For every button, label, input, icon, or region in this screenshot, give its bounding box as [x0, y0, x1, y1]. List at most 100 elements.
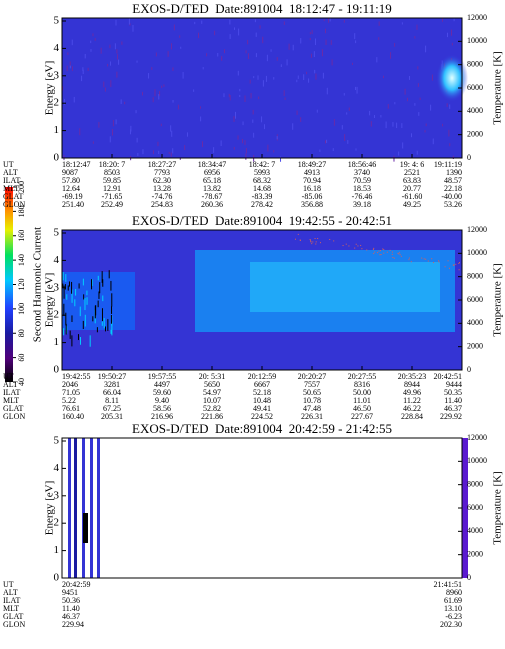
- spectrogram-noise: [325, 39, 327, 45]
- spectrogram-noise: [221, 55, 223, 61]
- ephemeris-value: 18.53: [353, 184, 371, 193]
- spectrogram-noise: [71, 281, 73, 294]
- y-tick-label: 0: [54, 364, 60, 376]
- colorbar-tick-label: 60: [17, 354, 26, 362]
- y-tick-label: 4: [54, 462, 60, 474]
- spectrogram-noise: [309, 37, 311, 41]
- spectrogram-noise: [300, 117, 302, 123]
- ephemeris-value: 9444: [446, 380, 462, 389]
- spectrogram-noise: [404, 88, 406, 95]
- spectrogram-noise: [401, 123, 403, 128]
- spectrogram-noise: [252, 109, 254, 115]
- ephemeris-value: 46.37: [444, 404, 462, 413]
- spectrogram-noise: [223, 93, 225, 98]
- spectrogram-noise: [314, 69, 316, 74]
- colorbar: [5, 187, 13, 382]
- spectrogram-noise: [425, 258, 427, 260]
- spectrogram-noise: [161, 85, 163, 88]
- spectrogram-noise: [431, 258, 433, 260]
- y-tick-label: 3: [54, 69, 60, 81]
- spectrogram-noise: [194, 21, 196, 25]
- spectrogram-noise: [109, 61, 111, 66]
- panel-title: EXOS-D/TED Date:891004 19:42:55 - 20:42:…: [132, 213, 392, 228]
- spectrogram-noise: [342, 245, 344, 247]
- spectrogram-noise: [257, 75, 259, 80]
- spectrogram-noise: [67, 285, 69, 291]
- ephemeris-value: -76.46: [352, 192, 373, 201]
- ephemeris-value: 71.05: [62, 388, 80, 397]
- colorbar-tick-label: 120: [17, 279, 26, 291]
- spectrogram-noise: [67, 52, 69, 55]
- spectrogram-noise: [324, 28, 326, 34]
- spectrogram-noise: [84, 314, 86, 327]
- spectrogram-noise: [92, 33, 94, 37]
- spectrogram-noise: [179, 35, 181, 38]
- spectrogram-noise: [71, 315, 73, 323]
- ephemeris-value: 6956: [204, 168, 220, 177]
- spectrogram-noise: [455, 263, 457, 265]
- spectrogram-noise: [117, 54, 119, 60]
- ephemeris-label: GLON: [3, 620, 25, 629]
- spectrogram-noise: [264, 124, 266, 130]
- spectrogram-noise: [374, 251, 376, 253]
- ephemeris-value: 14.68: [253, 184, 271, 193]
- spectrogram-noise: [392, 122, 394, 127]
- spectrogram-noise: [311, 30, 313, 35]
- spectrogram-noise: [233, 146, 235, 150]
- spectrogram-noise: [202, 67, 204, 70]
- spectrogram-spike: [74, 438, 77, 578]
- y-tick-label: 0: [54, 572, 60, 584]
- spectrogram-noise: [446, 103, 448, 107]
- spectrogram-noise: [171, 130, 173, 137]
- ephemeris-value: 50.35: [444, 388, 462, 397]
- spectrogram-noise: [312, 241, 314, 243]
- spectrogram-noise: [121, 41, 123, 45]
- spectrogram-noise: [124, 101, 126, 105]
- ephemeris-value: 19:11:19: [434, 160, 462, 169]
- y2-tick-label: 4000: [467, 318, 483, 327]
- spectrogram-noise: [115, 19, 117, 26]
- spectrogram-noise: [111, 306, 113, 314]
- ephemeris-label: GLAT: [3, 612, 24, 621]
- ephemeris-value: 39.18: [353, 200, 371, 209]
- spectrogram-noise: [100, 47, 102, 54]
- spectrogram-noise: [179, 157, 181, 160]
- spectrogram-noise: [280, 156, 282, 162]
- spectrogram-noise: [154, 89, 156, 97]
- spectrogram-noise: [341, 125, 343, 130]
- spectrogram-noise: [254, 19, 256, 23]
- ephemeris-value: 47.48: [303, 404, 321, 413]
- ephemeris-value: 46.22: [403, 404, 421, 413]
- spectrogram-noise: [101, 321, 103, 326]
- spectrogram-noise: [112, 119, 114, 127]
- spectrogram-noise: [98, 291, 100, 299]
- spectrogram-noise: [229, 34, 231, 39]
- spectrogram-noise: [253, 76, 255, 79]
- spectrogram-noise: [97, 275, 99, 281]
- spectrogram-noise: [313, 51, 315, 58]
- ephemeris-value: 1390: [446, 168, 462, 177]
- y2-tick-label: 4000: [467, 526, 483, 535]
- spectrogram-noise: [402, 142, 404, 149]
- spectrogram-noise: [109, 44, 111, 49]
- spectrogram-noise: [252, 119, 254, 123]
- spectrogram-noise: [86, 290, 88, 296]
- ephemeris-value: 7793: [154, 168, 170, 177]
- spectrogram-noise: [346, 112, 348, 115]
- ephemeris-value: 229.94: [62, 620, 84, 629]
- spectrogram-noise: [107, 63, 109, 67]
- spectrogram-noise: [170, 152, 172, 157]
- spectrogram-noise: [155, 52, 157, 57]
- spectrogram-noise: [82, 69, 84, 74]
- spectrogram-noise: [380, 254, 382, 256]
- spectrogram-noise: [245, 50, 247, 54]
- spectrogram-noise: [159, 91, 161, 96]
- spectrogram-blob: [436, 54, 468, 102]
- spectrogram-noise: [244, 95, 246, 102]
- ephemeris-value: 20: 5:31: [199, 372, 225, 381]
- ephemeris-value: 16.18: [303, 184, 321, 193]
- spectrogram-noise: [425, 45, 427, 53]
- spectrogram-noise: [136, 60, 138, 63]
- y2-tick-label: 10000: [467, 456, 487, 465]
- panel-title: EXOS-D/TED Date:891004 20:42:59 - 21:42:…: [132, 421, 392, 436]
